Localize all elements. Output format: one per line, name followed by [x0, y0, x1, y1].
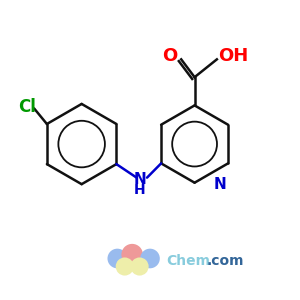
Point — [122, 264, 127, 269]
Point — [137, 264, 142, 269]
Point — [115, 256, 120, 261]
Text: O: O — [162, 47, 177, 65]
Text: H: H — [134, 182, 146, 197]
Text: OH: OH — [218, 47, 248, 65]
Text: Cl: Cl — [18, 98, 36, 116]
Point — [130, 252, 135, 257]
Text: .com: .com — [206, 254, 244, 268]
Text: N: N — [133, 172, 146, 187]
Text: Chem: Chem — [166, 254, 210, 268]
Text: N: N — [214, 177, 226, 192]
Point — [148, 256, 152, 261]
